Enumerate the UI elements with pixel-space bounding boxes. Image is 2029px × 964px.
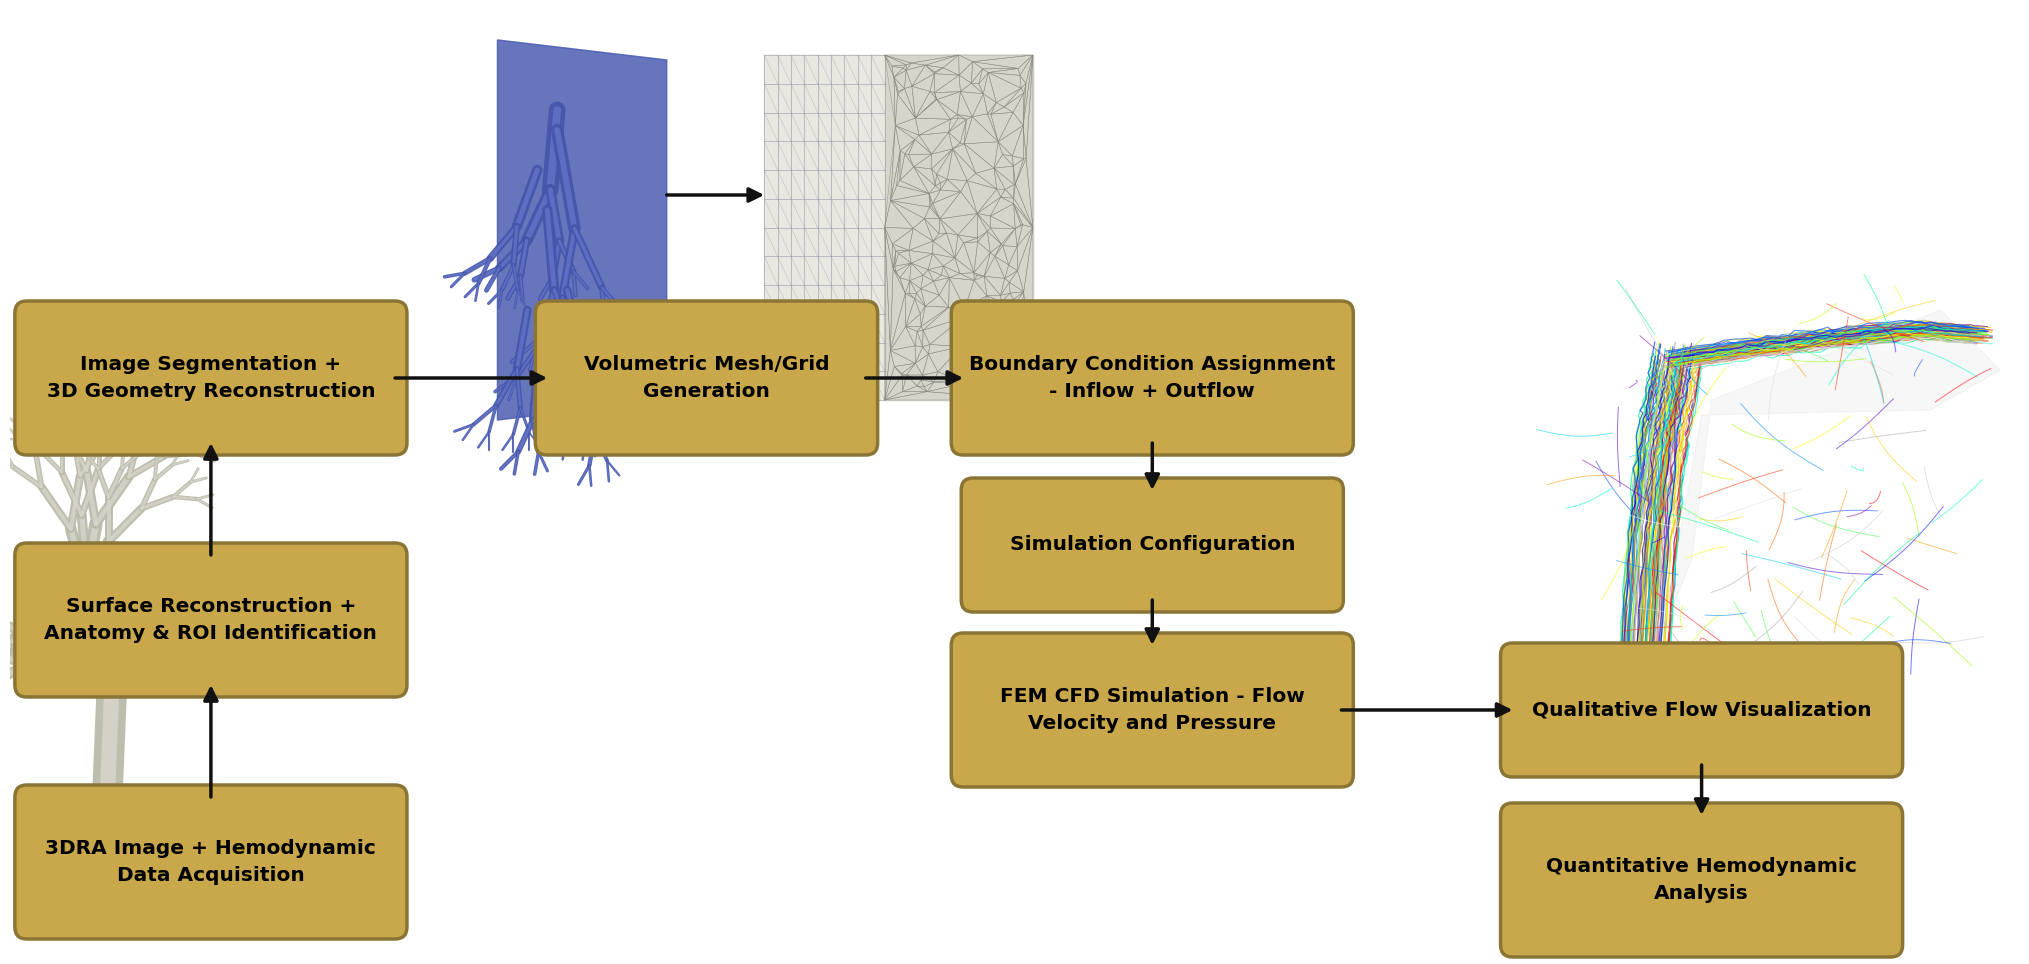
FancyBboxPatch shape <box>1501 803 1903 957</box>
Bar <box>885 55 1033 400</box>
FancyBboxPatch shape <box>962 478 1343 612</box>
FancyBboxPatch shape <box>952 301 1353 455</box>
Text: Boundary Condition Assignment
- Inflow + Outflow: Boundary Condition Assignment - Inflow +… <box>970 356 1335 401</box>
Bar <box>428 30 668 420</box>
Text: Qualitative Flow Visualization: Qualitative Flow Visualization <box>1532 701 1871 719</box>
Text: Simulation Configuration: Simulation Configuration <box>1010 535 1295 554</box>
Polygon shape <box>1631 310 2001 710</box>
Bar <box>1463 240 2001 710</box>
Text: Surface Reconstruction +
Anatomy & ROI Identification: Surface Reconstruction + Anatomy & ROI I… <box>45 598 377 643</box>
FancyBboxPatch shape <box>1501 643 1903 777</box>
Polygon shape <box>497 40 668 420</box>
Text: Volumetric Mesh/Grid
Generation: Volumetric Mesh/Grid Generation <box>584 356 830 401</box>
FancyBboxPatch shape <box>14 301 408 455</box>
Polygon shape <box>497 40 668 420</box>
Text: 3DRA Image + Hemodynamic
Data Acquisition: 3DRA Image + Hemodynamic Data Acquisitio… <box>45 840 375 885</box>
Bar <box>30 440 418 950</box>
Text: FEM CFD Simulation - Flow
Velocity and Pressure: FEM CFD Simulation - Flow Velocity and P… <box>1000 687 1305 733</box>
Text: Quantitative Hemodynamic
Analysis: Quantitative Hemodynamic Analysis <box>1546 857 1857 902</box>
Text: Image Segmentation +
3D Geometry Reconstruction: Image Segmentation + 3D Geometry Reconst… <box>47 356 375 401</box>
FancyBboxPatch shape <box>14 543 408 697</box>
FancyBboxPatch shape <box>14 785 408 939</box>
Bar <box>765 55 1033 400</box>
FancyBboxPatch shape <box>952 633 1353 787</box>
FancyBboxPatch shape <box>536 301 879 455</box>
